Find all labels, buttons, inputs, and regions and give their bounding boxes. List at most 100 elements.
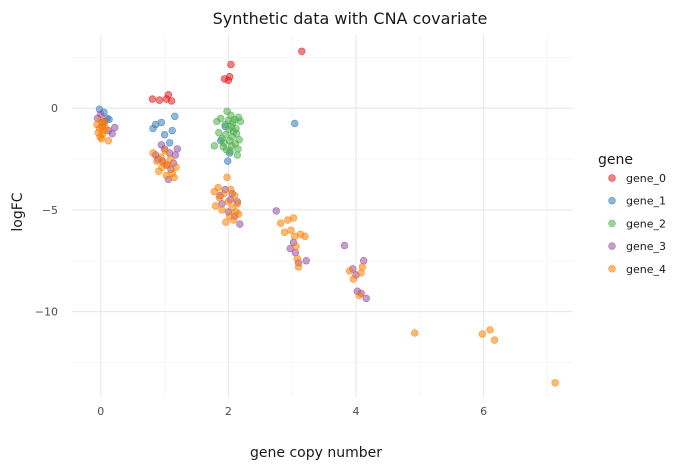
data-point-gene_4 (220, 189, 228, 198)
data-point-gene_4 (301, 232, 309, 241)
data-point-gene_4 (234, 210, 243, 218)
y-axis-label: logFC (10, 192, 26, 231)
data-point-gene_1 (224, 157, 232, 165)
data-point-gene_0 (227, 60, 235, 69)
data-point-gene_4 (358, 263, 367, 271)
data-point-gene_4 (231, 191, 239, 200)
data-point-gene_3 (272, 207, 280, 215)
x-axis-label: gene copy number (250, 445, 382, 461)
data-point-gene_4 (218, 206, 226, 214)
data-point-gene_0 (167, 97, 176, 105)
data-point-gene_4 (214, 183, 222, 192)
legend-label-gene_0: gene_0 (626, 172, 666, 185)
data-point-gene_4 (157, 153, 165, 161)
x-tick-label: 0 (97, 405, 104, 418)
legend-marker-gene_4 (608, 265, 616, 273)
data-point-gene_2 (215, 128, 223, 137)
data-point-gene_4 (357, 269, 365, 277)
legend: gene gene_0 gene_1 gene_2 gene_3 gene_4 (598, 152, 666, 276)
data-point-gene_4 (276, 219, 285, 227)
data-point-gene_2 (227, 142, 236, 150)
data-point-gene_4 (280, 228, 289, 236)
data-point-gene_4 (223, 173, 231, 182)
data-point-gene_4 (224, 198, 233, 206)
data-point-gene_2 (236, 117, 245, 126)
data-point-gene_3 (291, 248, 300, 257)
data-point-gene_0 (155, 96, 164, 104)
x-axis-ticks: 0 2 4 6 (97, 405, 487, 418)
data-point-gene_3 (173, 145, 182, 153)
data-point-gene_3 (111, 123, 119, 132)
data-point-gene_4 (161, 147, 169, 155)
data-point-gene_4 (349, 275, 358, 283)
data-point-gene_4 (104, 137, 113, 145)
data-point-gene_0 (148, 95, 157, 103)
data-point-gene_1 (168, 126, 176, 135)
data-point-gene_4 (411, 329, 419, 337)
data-point-gene_4 (102, 124, 110, 133)
data-point-gene_3 (218, 200, 226, 208)
legend-label-gene_3: gene_3 (626, 240, 666, 253)
data-point-gene_4 (355, 291, 363, 300)
data-point-gene_0 (225, 72, 234, 81)
data-point-gene_4 (229, 216, 238, 224)
y-axis-ticks: 0 −5 −10 (35, 102, 58, 318)
data-point-gene_4 (478, 330, 487, 338)
data-point-gene_4 (294, 263, 303, 271)
data-point-gene_4 (289, 214, 298, 222)
data-point-gene_0 (298, 47, 306, 55)
legend-label-gene_2: gene_2 (626, 217, 666, 230)
data-point-gene_4 (211, 202, 220, 210)
data-point-gene_3 (302, 257, 310, 265)
legend-label-gene_1: gene_1 (626, 195, 666, 208)
data-point-gene_4 (164, 161, 173, 169)
legend-label-gene_4: gene_4 (626, 263, 666, 276)
data-points (93, 47, 559, 387)
legend-marker-gene_3 (608, 242, 616, 250)
y-tick-label: −10 (35, 306, 58, 319)
data-point-gene_1 (160, 130, 169, 139)
data-point-gene_4 (293, 255, 301, 263)
data-point-gene_2 (234, 145, 242, 153)
data-point-gene_4 (100, 118, 109, 127)
data-point-gene_2 (232, 129, 241, 138)
data-point-gene_1 (165, 139, 174, 147)
data-point-gene_2 (220, 139, 228, 147)
data-point-gene_4 (172, 163, 180, 171)
data-point-gene_1 (171, 112, 179, 121)
data-point-gene_4 (486, 326, 494, 334)
chart-title: Synthetic data with CNA covariate (213, 9, 488, 28)
data-point-gene_2 (233, 151, 241, 159)
data-point-gene_3 (362, 294, 370, 303)
data-point-gene_4 (345, 267, 354, 275)
major-gridlines (72, 35, 573, 397)
data-point-gene_4 (166, 155, 174, 163)
data-point-gene_2 (210, 142, 219, 150)
data-point-gene_4 (233, 200, 241, 208)
data-point-gene_3 (340, 241, 349, 250)
data-point-gene_1 (157, 118, 166, 127)
data-point-gene_3 (97, 110, 105, 119)
data-point-gene_3 (108, 129, 116, 138)
legend-title: gene (598, 152, 633, 168)
data-point-gene_4 (551, 379, 559, 387)
data-point-gene_2 (217, 114, 225, 123)
x-tick-label: 6 (480, 405, 487, 418)
data-point-gene_4 (170, 173, 178, 182)
legend-marker-gene_0 (608, 174, 616, 182)
data-point-gene_4 (490, 336, 499, 344)
data-point-gene_3 (236, 220, 244, 228)
data-point-gene_4 (287, 226, 295, 234)
minor-gridlines (72, 35, 573, 397)
data-point-gene_2 (222, 146, 231, 154)
data-point-gene_2 (235, 136, 243, 144)
data-point-gene_4 (292, 242, 300, 251)
data-point-gene_3 (359, 257, 368, 265)
data-point-gene_0 (164, 91, 173, 99)
y-tick-label: 0 (51, 102, 58, 115)
data-point-gene_4 (222, 218, 230, 226)
y-tick-label: −5 (42, 204, 58, 217)
legend-marker-gene_2 (608, 219, 616, 228)
x-tick-label: 2 (225, 405, 232, 418)
data-point-gene_1 (291, 119, 299, 128)
